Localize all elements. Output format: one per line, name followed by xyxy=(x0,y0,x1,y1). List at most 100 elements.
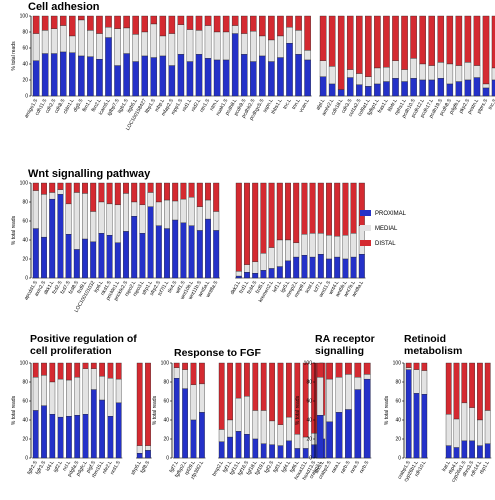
y-axis-label-ra-receptor: % total reads xyxy=(295,395,301,425)
bar-segment-distal xyxy=(231,15,239,26)
bar-segment-distal xyxy=(268,15,275,41)
bar-rxrb.S xyxy=(363,362,371,459)
bar-bmp2.L xyxy=(218,362,225,459)
bar-segment-medial xyxy=(173,367,180,379)
bar-pcdh10.S xyxy=(410,15,417,97)
bar-segment-proximal xyxy=(182,388,188,459)
bar-segment-distal xyxy=(114,182,121,206)
legend-swatch-proximal xyxy=(360,210,371,216)
bar-lgr5.L xyxy=(285,182,291,279)
bar-segment-medial xyxy=(269,420,275,445)
bar-cyp26a1.S xyxy=(461,362,468,459)
bar-segment-medial xyxy=(410,58,417,79)
y-tick-label: 20 xyxy=(22,257,28,263)
bar-segment-distal xyxy=(199,362,205,385)
bar-segment-proximal xyxy=(350,256,357,279)
bar-segment-medial xyxy=(32,377,39,411)
bar-segment-medial xyxy=(317,233,324,255)
bar-segment-distal xyxy=(50,15,58,29)
bar-segment-distal xyxy=(213,15,221,33)
bar-segment-proximal xyxy=(286,43,293,97)
bar-segment-proximal xyxy=(473,77,481,97)
bar-segment-proximal xyxy=(319,76,327,97)
y-tick-label: 40 xyxy=(22,62,28,68)
bar-zfp36l2.L xyxy=(199,362,205,459)
bar-segment-distal xyxy=(445,362,452,415)
bar-segment-distal xyxy=(453,362,460,420)
bar-igfbp7.S xyxy=(114,15,121,97)
bar-segment-proximal xyxy=(141,55,148,97)
chart-ra-receptor: RA receptor signalling 0 20 40 60 80 100 % total… xyxy=(295,333,375,480)
bar-segment-distal xyxy=(345,362,352,375)
bar-pcdh19.S xyxy=(437,15,445,97)
bar-sfrp2.S xyxy=(155,182,162,279)
y-tick-label: 100 xyxy=(20,361,29,367)
bar-segment-distal xyxy=(99,362,105,377)
x-tick-label: sost.L xyxy=(304,280,316,295)
bar-segment-medial xyxy=(446,63,454,85)
bar-segment-medial xyxy=(49,192,56,200)
bar-segment-proximal xyxy=(244,272,250,279)
bar-fgf1.L xyxy=(227,362,233,459)
bar-segment-medial xyxy=(164,199,170,229)
bar-segment-medial xyxy=(41,30,49,54)
bar-segment-proximal xyxy=(74,415,81,459)
bar-segment-proximal xyxy=(41,53,49,97)
bar-segment-medial xyxy=(136,445,143,454)
bar-segment-proximal xyxy=(168,65,176,97)
bar-fzd1.L xyxy=(244,182,250,279)
bar-segment-medial xyxy=(401,69,408,82)
bar-segment-distal xyxy=(41,15,49,31)
bar-pigf.S xyxy=(90,362,97,459)
bar-segment-medial xyxy=(114,204,121,244)
x-tick-label: fgf3.L xyxy=(272,460,284,474)
bar-segment-distal xyxy=(244,362,250,397)
bar-segment-proximal xyxy=(99,399,105,459)
bar-pcdhgc5.S xyxy=(259,15,266,97)
bar-segment-proximal xyxy=(374,83,381,97)
bar-segment-medial xyxy=(222,31,230,61)
y-tick-label: 80 xyxy=(395,380,401,386)
bar-segment-medial xyxy=(421,370,428,395)
bar-cdh8.S xyxy=(59,15,67,97)
x-tick-label: rara.L xyxy=(331,460,343,475)
bar-nkd1.S xyxy=(106,182,113,279)
bar-segment-medial xyxy=(277,35,284,58)
bar-prickle1.L xyxy=(114,182,121,279)
bar-pdgfa.S xyxy=(74,362,81,459)
bar-segment-proximal xyxy=(421,394,428,459)
bar-segment-proximal xyxy=(150,57,158,97)
y-axis-label-fgf: % total reads xyxy=(152,395,158,425)
bar-thbs1.L xyxy=(277,15,284,97)
bar-segment-medial xyxy=(141,31,148,57)
y-tick-label: 40 xyxy=(395,418,401,424)
legend-label-proximal: PROXIMAL xyxy=(375,211,407,217)
bar-segment-proximal xyxy=(252,273,259,279)
bar-segment-distal xyxy=(392,15,399,61)
bar-nphs1.L xyxy=(401,15,408,97)
bar-segment-medial xyxy=(484,410,491,444)
legend-label-medial: MEDIAL xyxy=(375,226,398,232)
x-tick-label: igf2.L xyxy=(53,460,64,474)
bar-segment-medial xyxy=(319,60,327,77)
bar-segment-distal xyxy=(350,182,357,234)
y-tick-label: 0 xyxy=(25,276,28,282)
bar-segment-medial xyxy=(346,69,354,78)
bar-fzd4.S xyxy=(252,182,259,279)
bar-dkk3.L xyxy=(235,182,242,279)
y-tick-label: 100 xyxy=(304,361,313,367)
bar-segment-proximal xyxy=(464,79,472,97)
bar-igf2.L xyxy=(57,362,64,459)
bar-segment-medial xyxy=(195,30,203,55)
bar-segment-medial xyxy=(123,193,129,232)
bar-segment-proximal xyxy=(455,81,463,97)
bar-segment-medial xyxy=(177,24,185,55)
bar-segment-medial xyxy=(182,369,188,389)
bar-segment-medial xyxy=(188,197,195,226)
bar-ptprs.S xyxy=(482,15,490,97)
bar-segment-medial xyxy=(240,33,248,55)
bar-segment-medial xyxy=(309,233,316,258)
bar-segment-medial xyxy=(326,235,332,260)
x-tick-label: lrat.L xyxy=(441,460,452,473)
y-tick-label: 0 xyxy=(166,456,169,462)
